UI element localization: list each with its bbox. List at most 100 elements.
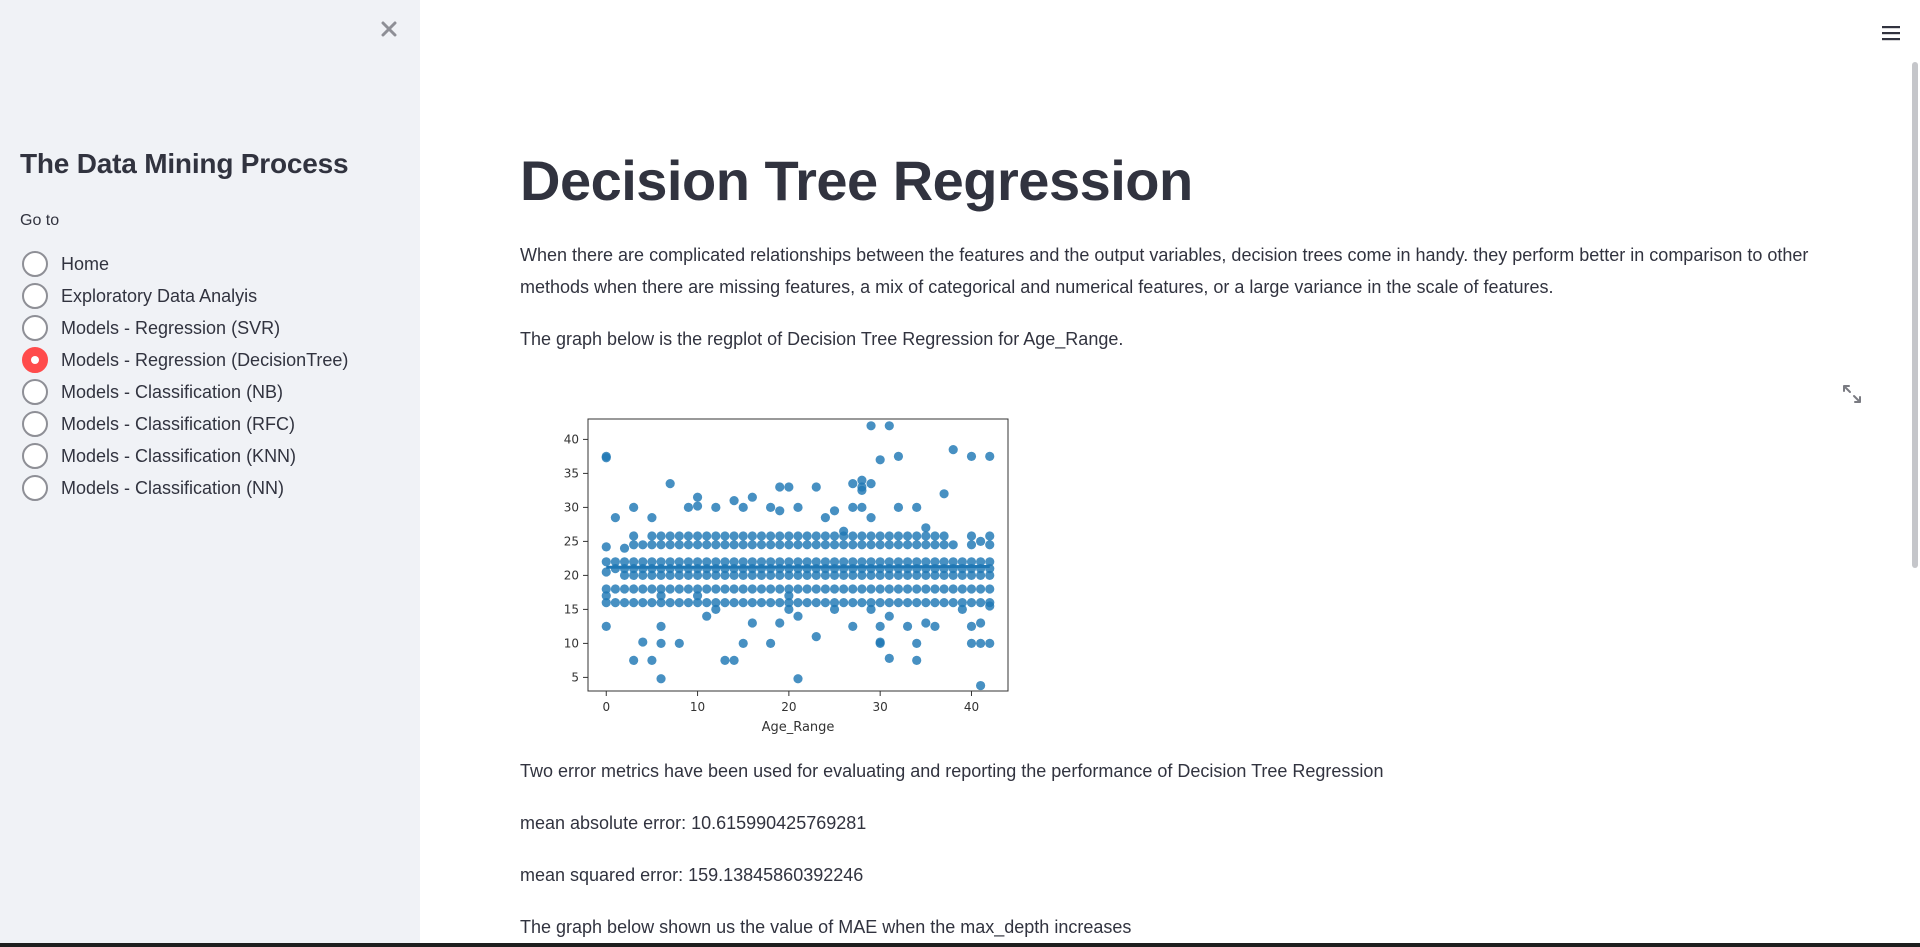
regression-line (606, 565, 990, 569)
scatter-point (912, 584, 922, 594)
scatter-point (747, 618, 757, 628)
scatter-point (848, 502, 858, 512)
scatter-point (875, 570, 885, 580)
radio-unselected-indicator[interactable] (22, 475, 48, 501)
scatter-point (638, 570, 648, 580)
scatter-point (939, 489, 949, 499)
scatter-point (884, 611, 894, 621)
scrollbar-thumb[interactable] (1912, 62, 1918, 568)
scatter-point (692, 492, 703, 502)
scatter-point (665, 570, 675, 580)
scatter-point (976, 557, 986, 567)
radio-unselected-indicator[interactable] (22, 379, 48, 405)
scatter-point (912, 540, 922, 550)
scatter-point (802, 540, 812, 550)
scatter-point (656, 621, 666, 631)
scatter-point (884, 540, 894, 550)
scatter-point (930, 540, 940, 550)
scatter-point (747, 492, 757, 502)
y-tick-label: 30 (564, 500, 579, 514)
close-sidebar-button[interactable] (374, 14, 404, 44)
radio-selected-indicator[interactable] (22, 347, 48, 373)
scatter-point (775, 540, 785, 550)
scatter-point (711, 604, 721, 614)
scatter-point (948, 598, 958, 608)
radio-option-3[interactable]: Models - Regression (DecisionTree) (22, 344, 348, 376)
scatter-point (720, 540, 730, 550)
scatter-point (629, 540, 639, 550)
scatter-point (766, 502, 776, 512)
scatter-point (656, 591, 666, 601)
scatter-point (656, 638, 666, 648)
radio-option-2[interactable]: Models - Regression (SVR) (22, 312, 348, 344)
page-title: Decision Tree Regression (520, 149, 1193, 212)
scatter-point (939, 598, 949, 608)
scatter-point (902, 540, 913, 550)
fullscreen-button[interactable] (1838, 380, 1866, 408)
scatter-point (976, 584, 986, 594)
radio-option-5[interactable]: Models - Classification (RFC) (22, 408, 348, 440)
scatter-point (948, 557, 958, 567)
radio-option-1[interactable]: Exploratory Data Analyis (22, 280, 348, 312)
scatter-point (875, 531, 885, 541)
scatter-point (985, 570, 995, 580)
mae-graph-intro-text: The graph below shown us the value of MA… (520, 917, 1132, 937)
mse-value-text: mean squared error: 159.13845860392246 (520, 865, 864, 885)
scatter-point (857, 557, 867, 567)
scatter-point (692, 540, 703, 550)
radio-option-label: Exploratory Data Analyis (61, 285, 258, 306)
scatter-point (692, 570, 703, 580)
radio-unselected-indicator[interactable] (22, 283, 48, 309)
scatter-point (610, 557, 620, 567)
scatter-point (966, 540, 977, 550)
scatter-point (766, 584, 776, 594)
scatter-point (966, 638, 977, 648)
graph-intro-text: The graph below is the regplot of Decisi… (520, 329, 1124, 349)
scatter-point (674, 584, 684, 594)
scatter-point (784, 482, 794, 492)
scatter-point (702, 557, 712, 567)
radio-unselected-indicator[interactable] (22, 411, 48, 437)
scatter-point (756, 540, 767, 550)
radio-unselected-indicator[interactable] (22, 443, 48, 469)
scatter-point (966, 451, 977, 461)
scatter-point (966, 557, 977, 567)
scatter-point (729, 584, 739, 594)
scatter-point (619, 598, 630, 608)
scatter-point (601, 621, 611, 631)
scatter-point (866, 598, 876, 608)
scatter-point (784, 540, 794, 550)
scatter-point (811, 584, 821, 594)
scatter-point (912, 598, 922, 608)
radio-unselected-indicator[interactable] (22, 251, 48, 277)
scatter-point (802, 598, 812, 608)
scatter-point (720, 655, 730, 665)
scatter-point (957, 557, 967, 567)
scatter-point (985, 601, 995, 611)
scatter-point (756, 570, 767, 580)
radio-option-7[interactable]: Models - Classification (NN) (22, 472, 348, 504)
scatter-point (775, 584, 785, 594)
radio-option-0[interactable]: Home (22, 248, 348, 280)
scatter-point (601, 567, 611, 577)
scatter-point (866, 421, 876, 431)
scatter-point (985, 540, 995, 550)
scatter-point (930, 621, 940, 631)
hamburger-menu-icon (1882, 26, 1900, 41)
scatter-point (820, 513, 830, 523)
scatter-point (912, 638, 922, 648)
scatter-point (893, 451, 904, 461)
scatter-point (921, 584, 931, 594)
scatter-point (729, 655, 739, 665)
scatter-point (912, 531, 922, 541)
scatter-point (638, 598, 648, 608)
x-tick-label: 0 (602, 700, 610, 714)
radio-unselected-indicator[interactable] (22, 315, 48, 341)
radio-option-6[interactable]: Models - Classification (KNN) (22, 440, 348, 472)
scatter-point (720, 598, 730, 608)
scatter-point (738, 598, 748, 608)
scatter-point (948, 540, 958, 550)
scatter-point (912, 557, 922, 567)
main-menu-button[interactable] (1876, 18, 1906, 48)
radio-option-4[interactable]: Models - Classification (NB) (22, 376, 348, 408)
